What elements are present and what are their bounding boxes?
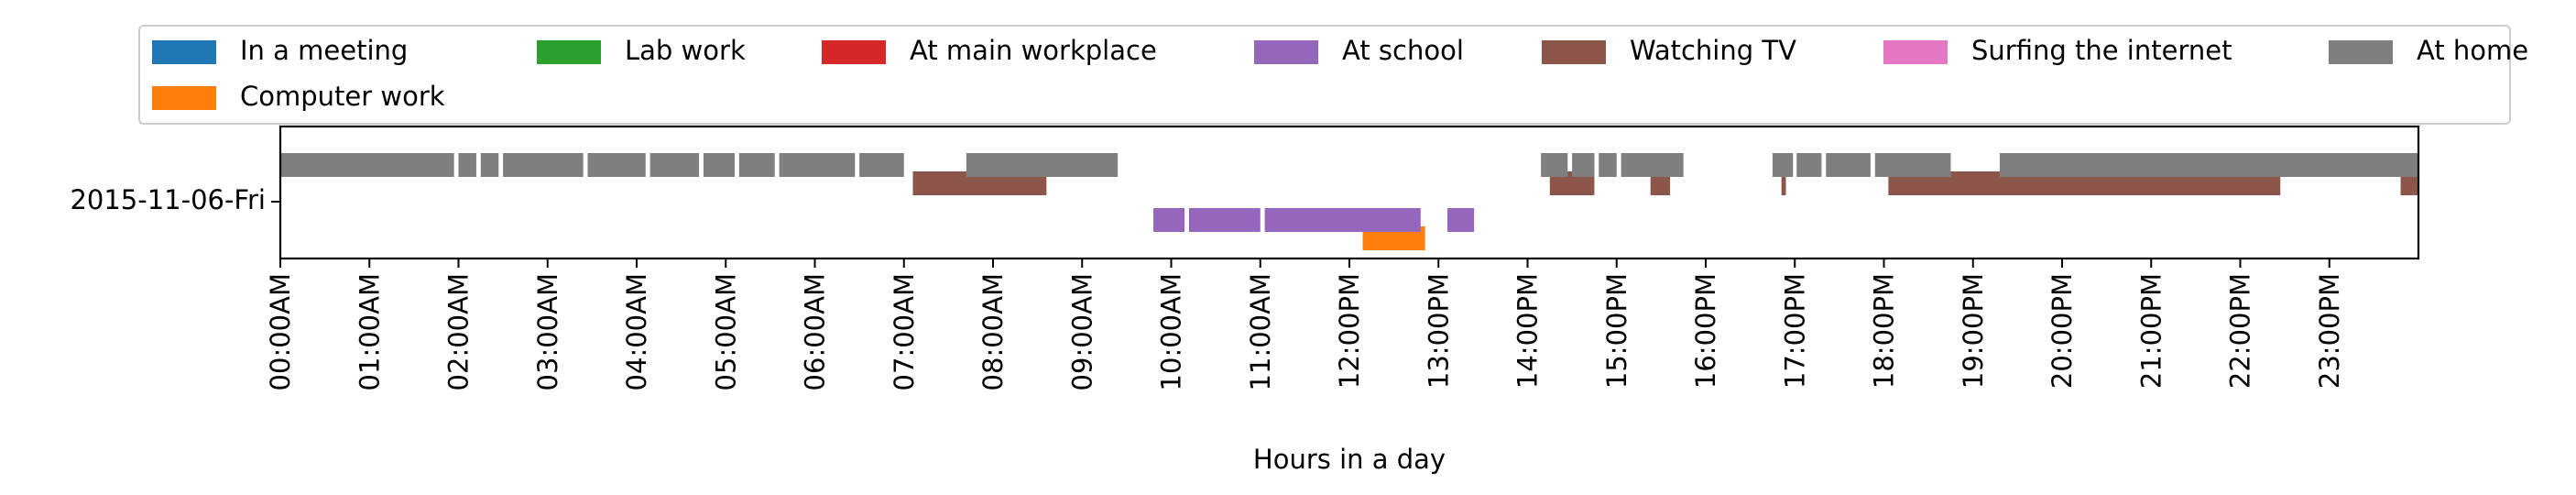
x-axis-label: Hours in a day (1253, 444, 1446, 475)
bar-at-home (1541, 153, 1568, 177)
x-tick-label: 19:00PM (1958, 273, 1989, 389)
x-tick-label: 03:00AM (532, 273, 563, 390)
bar-at-home (458, 153, 476, 177)
legend-label: In a meeting (240, 35, 408, 66)
bar-watching-tv (2400, 171, 2418, 195)
legend-label: Surfing the internet (1971, 35, 2232, 66)
x-tick-label: 12:00PM (1334, 273, 1365, 389)
legend-label: Computer work (240, 81, 445, 112)
legend-swatch (1542, 40, 1606, 64)
legend-swatch (152, 86, 216, 110)
x-tick-label: 16:00PM (1690, 273, 1721, 389)
legend-swatch (2329, 40, 2393, 64)
bar-at-home (738, 153, 775, 177)
bar-at-home (1874, 153, 1951, 177)
legend: In a meeting Computer work Lab work At main… (138, 25, 2528, 125)
y-tick-label: 2015-11-06-Fri (70, 184, 266, 215)
x-tick-label: 13:00PM (1423, 273, 1454, 389)
bar-at-home (703, 153, 735, 177)
bar-at-school (1188, 208, 1261, 232)
bar-at-school (1264, 208, 1421, 232)
bar-at-home (1999, 153, 2418, 177)
bar-at-school (1153, 208, 1185, 232)
legend-label: At school (1342, 35, 1464, 66)
x-tick-label: 23:00PM (2314, 273, 2345, 389)
legend-swatch (152, 40, 216, 64)
legend-label: Lab work (625, 35, 746, 66)
x-tick-label: 21:00PM (2135, 273, 2167, 389)
bars-layer (280, 153, 2418, 250)
legend-swatch (1254, 40, 1318, 64)
x-tick-label: 18:00PM (1869, 273, 1900, 389)
x-tick-label: 22:00PM (2225, 273, 2256, 389)
x-tick-label: 08:00AM (977, 273, 1009, 390)
x-tick-label: 02:00AM (443, 273, 475, 390)
bar-watching-tv (1650, 171, 1671, 195)
x-axis: 00:00AM 01:00AM 02:00AM 03:00AM 04:00AM 05:00… (265, 258, 2345, 390)
bar-at-school (1446, 208, 1475, 232)
x-tick-label: 14:00PM (1512, 273, 1544, 389)
x-tick-label: 04:00AM (621, 273, 652, 390)
legend-swatch (1883, 40, 1948, 64)
bar-at-home (859, 153, 904, 177)
x-tick-label: 15:00PM (1601, 273, 1632, 389)
bar-watching-tv (1781, 171, 1786, 195)
bar-at-home (480, 153, 499, 177)
bar-at-home (649, 153, 700, 177)
x-tick-label: 20:00PM (2047, 273, 2078, 389)
legend-swatch (822, 40, 886, 64)
legend-label: At home (2417, 35, 2528, 66)
x-tick-label: 07:00AM (889, 273, 920, 390)
x-tick-label: 09:00AM (1066, 273, 1097, 390)
bar-at-home (1796, 153, 1822, 177)
x-tick-label: 17:00PM (1779, 273, 1810, 389)
bar-at-home (1599, 153, 1617, 177)
x-tick-label: 06:00AM (800, 273, 831, 390)
x-tick-label: 10:00AM (1156, 273, 1187, 390)
legend-label: Watching TV (1630, 35, 1796, 66)
bar-at-home (280, 153, 454, 177)
x-tick-label: 00:00AM (265, 273, 296, 390)
bar-at-home (1826, 153, 1871, 177)
bar-at-home (1621, 153, 1684, 177)
bar-at-home (779, 153, 856, 177)
bar-at-home (1572, 153, 1595, 177)
bar-at-home (1772, 153, 1794, 177)
legend-label: At main workplace (910, 35, 1157, 66)
x-tick-label: 05:00AM (710, 273, 741, 390)
bar-at-home (503, 153, 584, 177)
x-tick-label: 01:00AM (354, 273, 385, 390)
legend-swatch (537, 40, 601, 64)
bar-at-home (587, 153, 646, 177)
bar-at-home (966, 153, 1119, 177)
x-tick-label: 11:00AM (1245, 273, 1276, 390)
